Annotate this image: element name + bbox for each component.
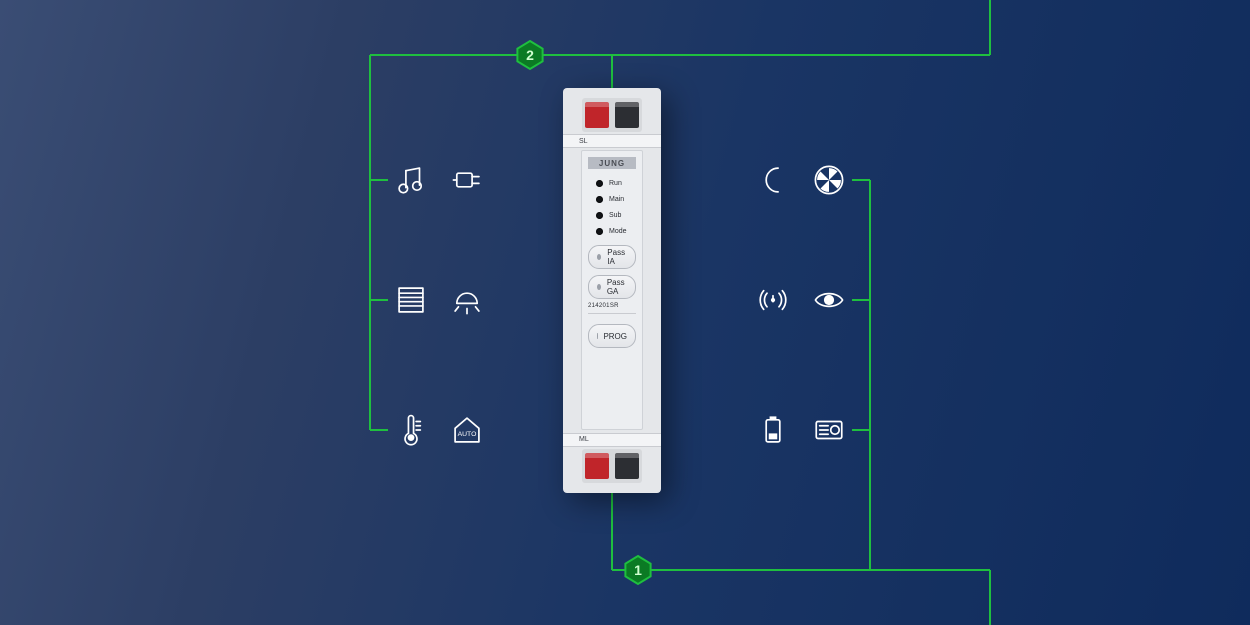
light-ambient-icon <box>450 283 484 317</box>
feature-icon-group <box>756 163 846 197</box>
fan-icon <box>812 163 846 197</box>
moon-icon <box>756 163 790 197</box>
eye-icon <box>812 283 846 317</box>
auto-house-icon: AUTO <box>450 413 484 447</box>
led-row: Sub <box>588 207 636 223</box>
terminal-top-red <box>585 102 609 128</box>
device-brand: JUNG <box>588 157 636 169</box>
led-label: Sub <box>609 212 621 219</box>
led-row: Run <box>588 175 636 191</box>
feature-icon-group: AUTO <box>394 413 484 447</box>
led-indicator <box>596 212 603 219</box>
device-button-label: Pass IA <box>607 248 627 266</box>
diagram-canvas: 21 SL JUNG RunMainSubMode Pass IAPass GA… <box>0 0 1250 625</box>
terminal-bottom-red <box>585 453 609 479</box>
thermometer-icon <box>394 413 428 447</box>
device-button-label: Pass GA <box>607 278 627 296</box>
knx-coupler-device: SL JUNG Run Main Sub Mode Pass IA Pass GA 21… <box>563 88 661 493</box>
led-label: Mode <box>609 228 627 235</box>
device-rail-bottom <box>563 433 661 447</box>
battery-icon <box>756 413 790 447</box>
terminal-bottom <box>582 449 642 483</box>
wireless-icon <box>756 283 790 317</box>
device-button[interactable]: Pass GA <box>588 275 636 299</box>
feature-icon-group <box>756 413 846 447</box>
prog-button-label: PROG <box>603 332 627 341</box>
terminal-bottom-black <box>615 453 639 479</box>
device-rail-top <box>563 134 661 148</box>
device-body: JUNG Run Main Sub Mode Pass IA Pass GA 21420… <box>581 150 643 430</box>
led-indicator <box>596 180 603 187</box>
led-indicator <box>596 228 603 235</box>
led-label: Run <box>609 180 622 187</box>
feature-icon-group <box>394 163 484 197</box>
terminal-top-black <box>615 102 639 128</box>
led-indicator <box>596 196 603 203</box>
plug-icon <box>450 163 484 197</box>
feature-icon-group <box>756 283 846 317</box>
device-model-number: 214201SR <box>588 303 636 309</box>
led-row: Main <box>588 191 636 207</box>
led-row: Mode <box>588 223 636 239</box>
prog-button[interactable]: PROG <box>588 324 636 348</box>
svg-text:AUTO: AUTO <box>458 431 477 438</box>
blinds-icon <box>394 283 428 317</box>
terminal-label-ml: ML <box>579 436 589 443</box>
music-icon <box>394 163 428 197</box>
feature-icon-group <box>394 283 484 317</box>
led-label: Main <box>609 196 624 203</box>
device-button[interactable]: Pass IA <box>588 245 636 269</box>
terminal-label-sl: SL <box>579 138 588 145</box>
terminal-top <box>582 98 642 132</box>
radio-icon <box>812 413 846 447</box>
